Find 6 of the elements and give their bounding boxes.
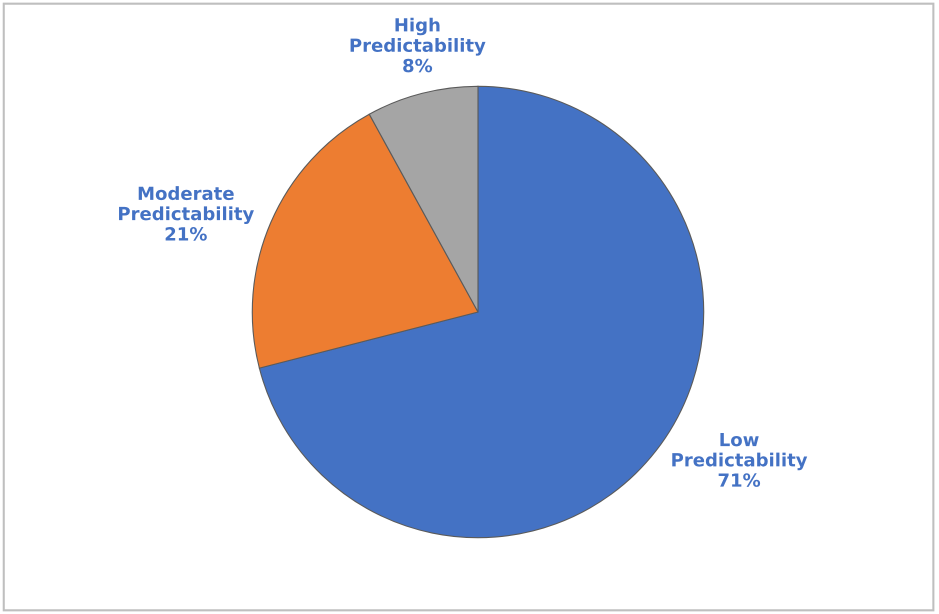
data-label: 71% — [718, 473, 760, 487]
slice-label: Low Predictability — [672, 432, 808, 470]
data-label: 8% — [403, 58, 432, 72]
data-label: 21% — [166, 227, 207, 241]
slice-label: Moderate Predictability — [119, 186, 254, 224]
slice-label: High Predictability — [350, 18, 486, 56]
